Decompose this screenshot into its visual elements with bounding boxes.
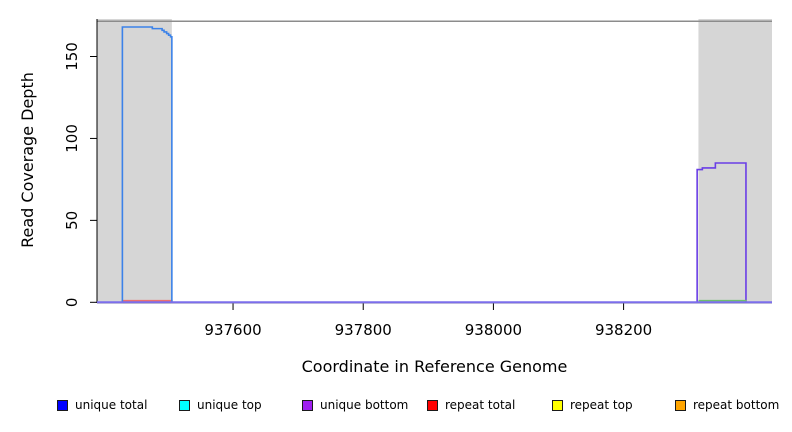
series-unique-bottom xyxy=(97,162,772,304)
legend-swatch-icon xyxy=(57,399,68,411)
legend-swatch-icon xyxy=(179,399,190,411)
y-tick-label: 150 xyxy=(63,42,81,71)
legend-label: unique top xyxy=(197,398,262,412)
x-tick-label: 938000 xyxy=(465,321,522,339)
x-axis-title: Coordinate in Reference Genome xyxy=(301,357,568,376)
legend-label: repeat bottom xyxy=(693,398,780,412)
legend-item-repeat-total: repeat total xyxy=(427,398,515,412)
series-unique-total xyxy=(97,26,772,304)
legend-swatch-icon xyxy=(675,399,686,411)
legend-swatch-icon xyxy=(302,399,313,411)
legend-item-unique-total: unique total xyxy=(57,398,147,412)
x-tick-label: 937800 xyxy=(335,321,392,339)
y-tick-label: 100 xyxy=(63,124,81,153)
x-tick-label: 937600 xyxy=(204,321,261,339)
legend-swatch-icon xyxy=(552,399,563,411)
legend-item-unique-top: unique top xyxy=(179,398,262,412)
legend-item-unique-bottom: unique bottom xyxy=(302,398,408,412)
y-axis-title: Read Coverage Depth xyxy=(18,72,37,248)
legend: unique total unique top unique bottom repea… xyxy=(0,398,792,414)
legend-label: repeat top xyxy=(570,398,633,412)
x-tick-label: 938200 xyxy=(595,321,652,339)
legend-item-repeat-bottom: repeat bottom xyxy=(675,398,779,412)
shaded-region xyxy=(97,19,172,303)
legend-swatch-icon xyxy=(427,399,438,411)
legend-label: repeat total xyxy=(445,398,516,412)
legend-label: unique bottom xyxy=(320,398,409,412)
y-tick-label: 0 xyxy=(63,298,81,308)
legend-item-repeat-top: repeat top xyxy=(552,398,633,412)
shaded-region xyxy=(698,19,772,303)
legend-label: unique total xyxy=(75,398,148,412)
y-tick-label: 50 xyxy=(63,211,81,230)
